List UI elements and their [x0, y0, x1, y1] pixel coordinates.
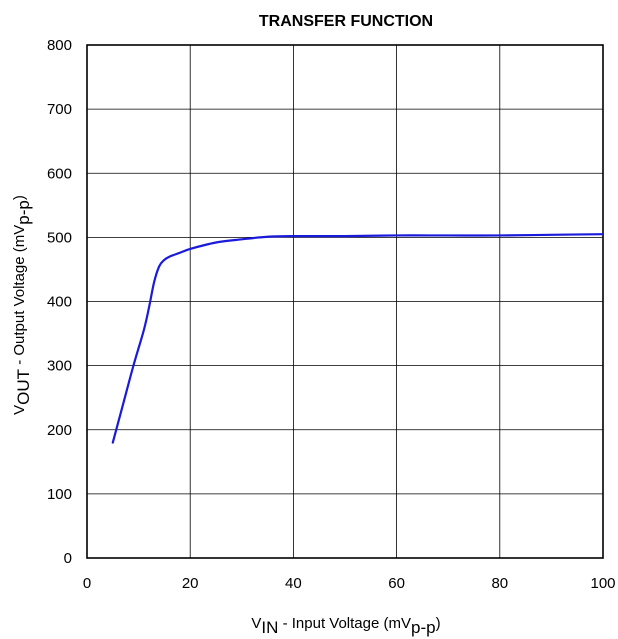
x-tick-label: 80	[491, 575, 508, 592]
chart-title: TRANSFER FUNCTION	[259, 13, 433, 30]
x-tick-label: 20	[182, 575, 199, 592]
x-axis-label-sub: IN	[261, 618, 278, 637]
y-tick-label: 700	[47, 101, 72, 118]
y-axis-label-v: V	[11, 405, 28, 415]
y-tick-label: 200	[47, 422, 72, 439]
x-axis-label-unit-sub: p-p	[411, 618, 436, 637]
x-tick-labels: 0 20 40 60 80 100	[83, 575, 616, 592]
y-axis-label-unit-sub: p-p	[14, 200, 33, 225]
x-tick-label: 0	[83, 575, 91, 592]
y-tick-label: 100	[47, 486, 72, 503]
y-axis-label-text: - Output Voltage (mV	[11, 225, 28, 369]
y-axis-label-sub: OUT	[14, 369, 33, 405]
transfer-curve	[111, 233, 605, 444]
x-axis-label-close: )	[436, 615, 441, 632]
y-tick-label: 500	[47, 229, 72, 246]
plot-frame	[86, 44, 604, 559]
y-axis-label-close: )	[11, 195, 28, 200]
y-tick-labels: 0 100 200 300 400 500 600 700 800	[47, 37, 72, 567]
y-tick-label: 0	[64, 550, 72, 567]
x-axis-label-v: V	[251, 615, 261, 632]
x-tick-label: 40	[285, 575, 302, 592]
x-tick-label: 100	[590, 575, 615, 592]
grid-lines	[86, 44, 604, 559]
y-axis-label: VOUT - Output Voltage (mVp-p)	[11, 195, 33, 415]
y-tick-label: 800	[47, 37, 72, 54]
y-tick-label: 300	[47, 358, 72, 375]
y-tick-label: 600	[47, 165, 72, 182]
x-tick-label: 60	[388, 575, 405, 592]
y-tick-label: 400	[47, 294, 72, 311]
x-axis-label-text: - Input Voltage (mV	[278, 615, 411, 632]
x-axis-label: VIN - Input Voltage (mVp-p)	[251, 615, 440, 637]
